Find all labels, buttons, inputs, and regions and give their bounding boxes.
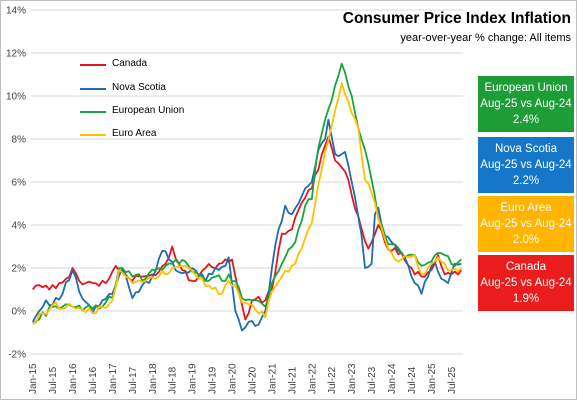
info-box-nova-scotia: Nova Scotia Aug-25 vs Aug-24 2.2% xyxy=(478,137,574,193)
info-box-value: 2.2% xyxy=(512,175,540,187)
info-box-title: Nova Scotia xyxy=(494,143,557,155)
x-tick-label: Jan-23 xyxy=(347,363,358,394)
x-tick-label: Jan-17 xyxy=(108,363,119,394)
y-tick-label: 4% xyxy=(12,221,27,232)
x-tick-label: Jan-22 xyxy=(307,363,318,394)
legend-label-european-union: European Union xyxy=(112,105,185,116)
x-tick-label: Jan-15 xyxy=(28,363,39,394)
info-box-title: Euro Area xyxy=(500,202,552,214)
y-tick-label: 12% xyxy=(6,49,26,60)
info-box-title: Canada xyxy=(505,261,547,273)
info-box-value: 2.0% xyxy=(512,234,540,246)
series-line-nova-scotia xyxy=(31,118,462,332)
x-tick-label: Jul-23 xyxy=(367,366,378,394)
x-tick-label: Jan-19 xyxy=(188,363,199,394)
x-tick-label: Jul-18 xyxy=(168,366,179,394)
info-box-european-union: European Union Aug-25 vs Aug-24 2.4% xyxy=(478,76,574,132)
legend-label-euro-area: Euro Area xyxy=(112,128,157,139)
x-tick-label: Jul-15 xyxy=(48,366,59,394)
info-box-title: European Union xyxy=(484,82,568,94)
x-tick-label: Jul-24 xyxy=(407,366,418,394)
x-tick-label: Jan-16 xyxy=(68,363,79,394)
chart-subtitle: year-over-year % change: All items xyxy=(400,32,571,44)
y-tick-label: 2% xyxy=(12,264,27,275)
info-box-canada: Canada Aug-25 vs Aug-24 1.9% xyxy=(478,255,574,311)
legend-swatch-euro-area xyxy=(80,134,106,136)
legend-swatch-nova-scotia xyxy=(80,88,106,90)
info-box-period: Aug-25 vs Aug-24 xyxy=(480,277,572,289)
x-tick-label: Jan-20 xyxy=(228,363,239,394)
y-tick-label: 0% xyxy=(12,307,27,318)
legend-label-nova-scotia: Nova Scotia xyxy=(112,82,166,93)
x-tick-label: Jul-19 xyxy=(208,366,219,394)
info-box-period: Aug-25 vs Aug-24 xyxy=(480,159,572,171)
series-line-canada xyxy=(32,135,463,321)
x-tick-label: Jan-25 xyxy=(427,363,438,394)
x-tick-label: Jul-16 xyxy=(88,366,99,394)
series-line-euro-area xyxy=(32,82,462,325)
legend-label-canada: Canada xyxy=(112,58,148,69)
y-tick-label: -2% xyxy=(8,350,26,361)
series-line-european-union xyxy=(32,62,462,325)
x-tick-label: Jan-24 xyxy=(387,363,398,394)
y-tick-label: 10% xyxy=(6,92,26,103)
info-box-value: 1.9% xyxy=(512,293,540,305)
info-box-value: 2.4% xyxy=(512,114,540,126)
x-tick-label: Jul-22 xyxy=(327,366,338,394)
x-tick-label: Jul-21 xyxy=(287,366,298,394)
y-tick-label: 6% xyxy=(12,178,27,189)
legend-swatch-european-union xyxy=(80,111,106,113)
info-box-period: Aug-25 vs Aug-24 xyxy=(480,98,572,110)
chart-title: Consumer Price Index Inflation xyxy=(342,10,571,27)
y-tick-label: 8% xyxy=(12,135,27,146)
info-box-period: Aug-25 vs Aug-24 xyxy=(480,218,572,230)
legend-swatch-canada xyxy=(80,64,106,66)
x-tick-label: Jul-17 xyxy=(128,366,139,394)
x-tick-label: Jan-21 xyxy=(267,363,278,394)
x-tick-label: Jul-20 xyxy=(247,366,258,394)
info-box-euro-area: Euro Area Aug-25 vs Aug-24 2.0% xyxy=(478,196,574,252)
y-tick-label: 14% xyxy=(6,6,26,17)
x-tick-label: Jan-18 xyxy=(148,363,159,394)
x-tick-label: Jul-25 xyxy=(447,366,458,394)
